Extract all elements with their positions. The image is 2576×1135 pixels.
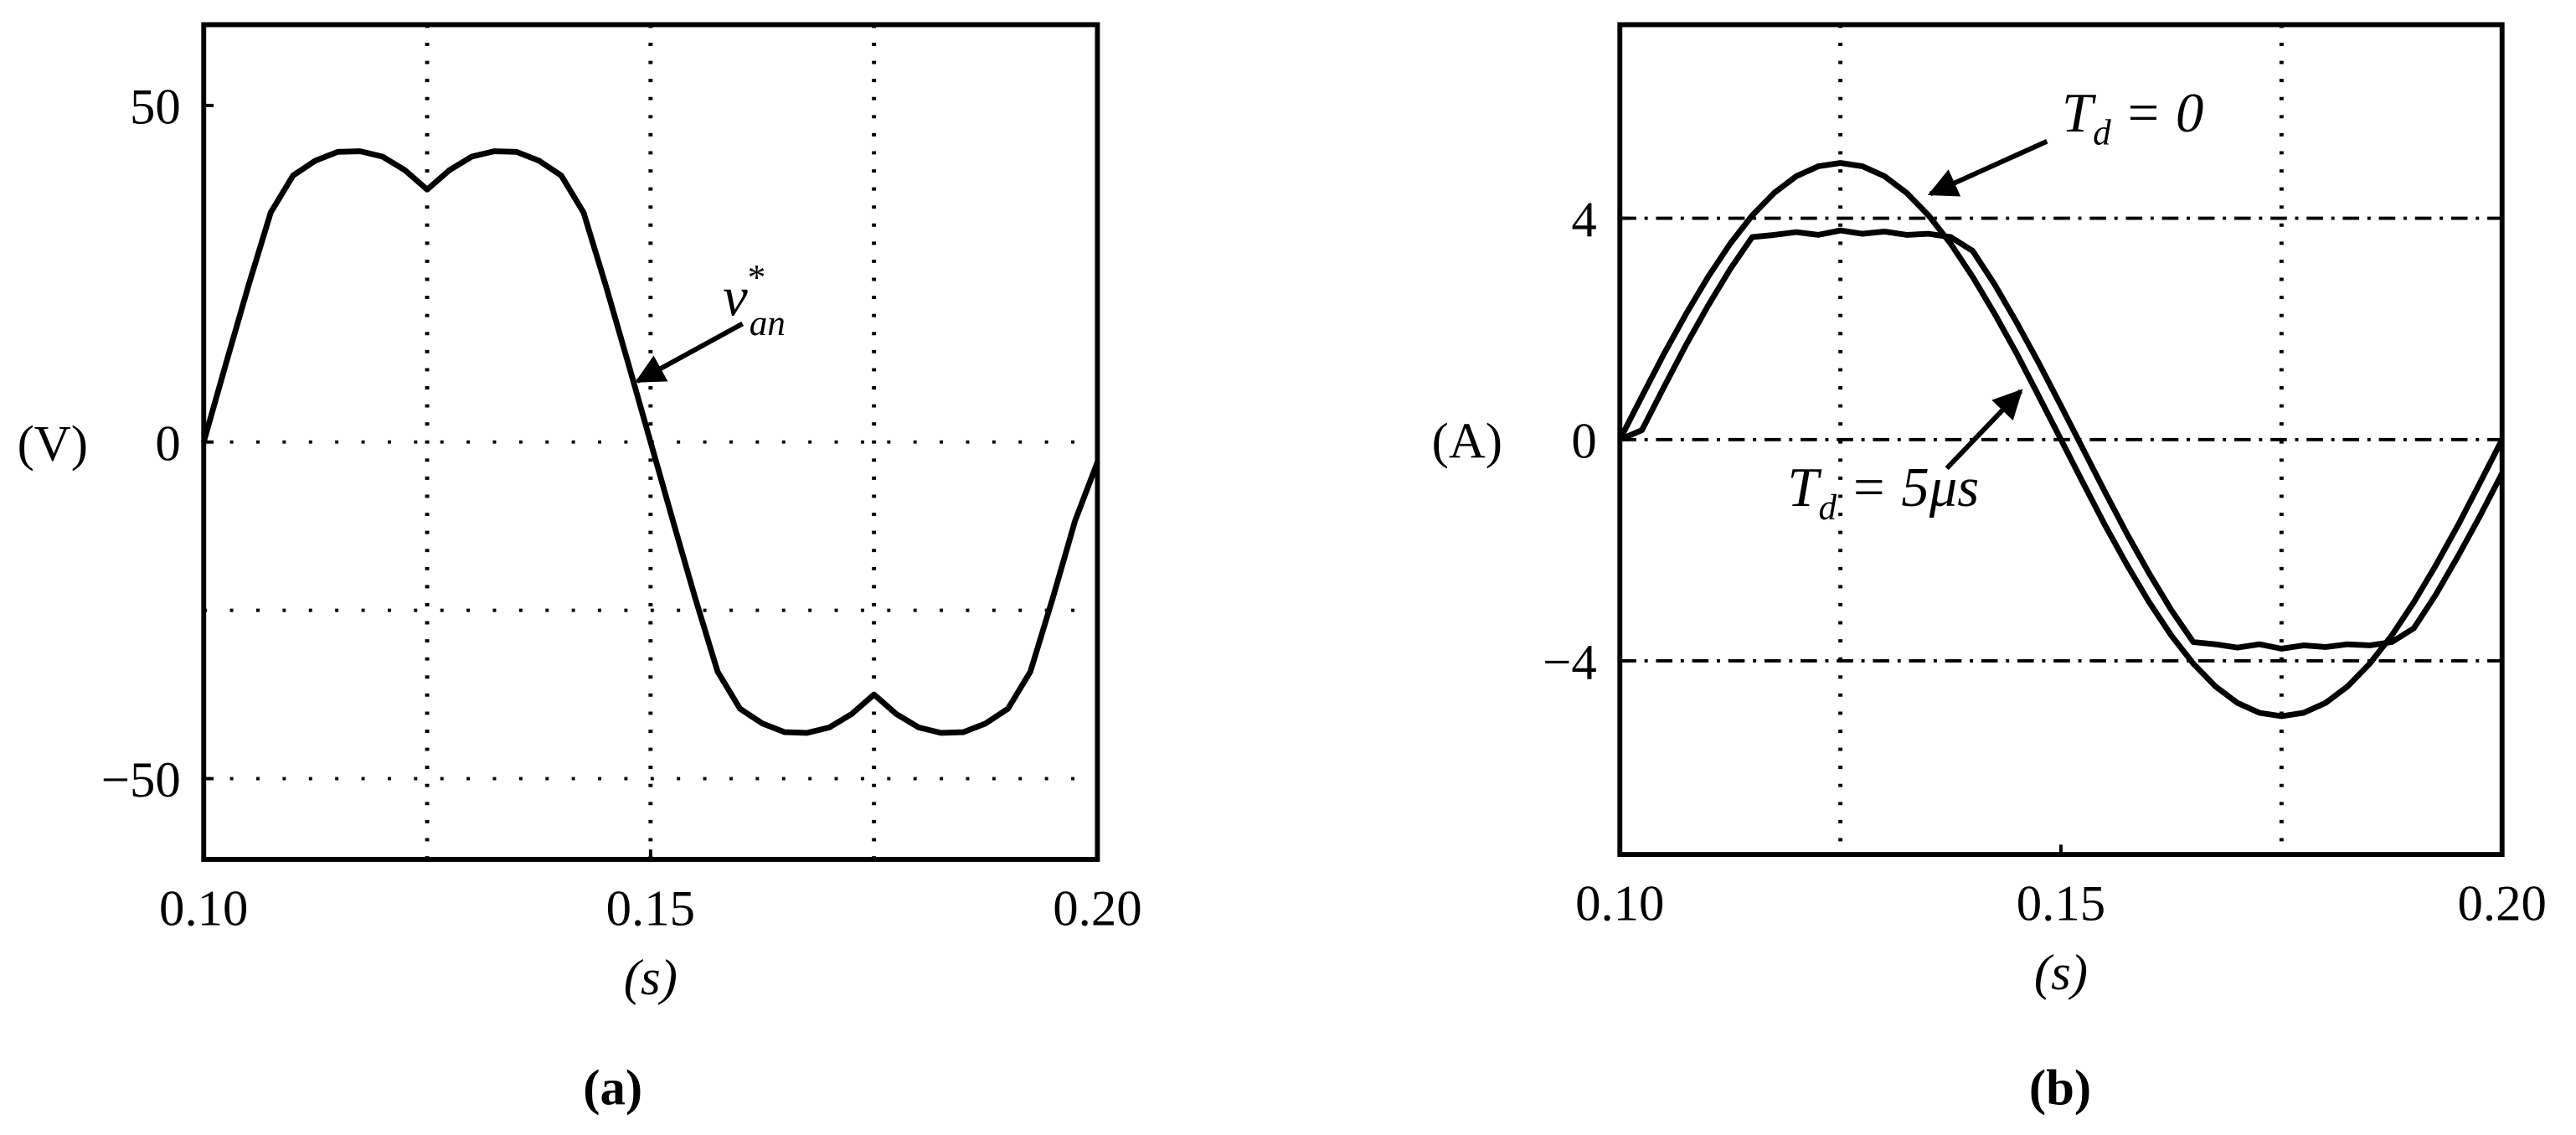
- line-series: [200, 148, 1100, 736]
- caption: (b): [2029, 1060, 2091, 1116]
- annotation-sub: d: [2093, 114, 2111, 153]
- y-axis-label: (V): [18, 415, 88, 472]
- x-tick-label: 0.15: [606, 880, 695, 936]
- annotation-sub: an: [750, 304, 786, 343]
- annotation-suffix: = 0: [2124, 83, 2203, 144]
- x-tick-label: 0.20: [2458, 876, 2547, 932]
- y-tick-label: 0: [155, 415, 180, 472]
- y-tick-label: −50: [101, 752, 181, 808]
- x-tick-label: 0.10: [159, 880, 248, 936]
- annotation-sup: *: [748, 258, 766, 297]
- annotation: v* an: [723, 258, 786, 343]
- annotation-sub: d: [1818, 488, 1837, 528]
- x-axis-label: (s): [2034, 945, 2088, 1001]
- annotation-arrow: [1945, 389, 2023, 471]
- y-tick-label: 0: [1571, 413, 1596, 469]
- annotation: Td = 5μs: [1787, 457, 1979, 528]
- annotation: Td = 0: [2062, 83, 2203, 153]
- y-tick-label: −4: [1543, 635, 1597, 691]
- line-series: [1617, 160, 2505, 720]
- annotation-arrow: [1927, 139, 2048, 197]
- line-series: [1618, 227, 2505, 652]
- x-tick-label: 0.20: [1053, 880, 1141, 936]
- annotation-main: T: [1787, 457, 1822, 518]
- x-tick-label: 0.10: [1575, 876, 1664, 932]
- y-axis-label: (A): [1432, 413, 1502, 469]
- annotation-main: v: [723, 267, 748, 328]
- annotation-arrow: [635, 321, 744, 384]
- x-tick-label: 0.15: [2017, 876, 2105, 932]
- annotation-suffix: = 5μs: [1850, 457, 1979, 518]
- annotation-main: T: [2062, 83, 2097, 144]
- caption: (a): [583, 1060, 642, 1116]
- x-axis-label: (s): [624, 950, 677, 1006]
- y-tick-label: 50: [130, 79, 181, 135]
- y-tick-label: 4: [1571, 192, 1596, 248]
